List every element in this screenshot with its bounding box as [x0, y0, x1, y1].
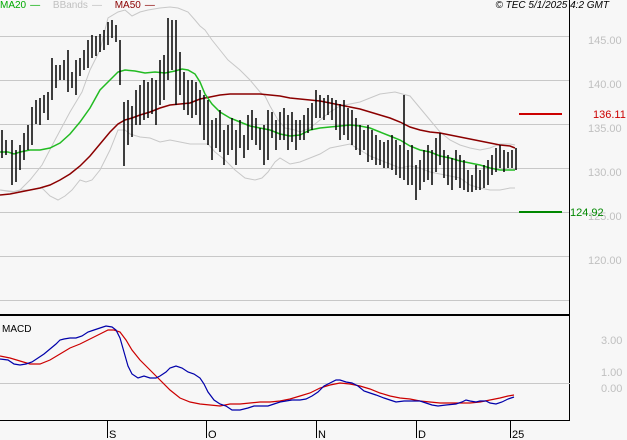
macd-y-label-3: 3.00	[601, 335, 622, 347]
y-label-125: 125.00	[588, 211, 622, 223]
macd-line	[0, 325, 515, 411]
support-label: 124.92	[570, 207, 604, 219]
y-label-135: 135.00	[588, 123, 622, 135]
price-ohlc-bars	[1, 18, 517, 200]
x-label-d: D	[418, 429, 426, 440]
bbands-lower-line	[0, 129, 515, 201]
macd-title: MACD	[2, 324, 31, 335]
legend-ma20: MA20	[0, 0, 27, 11]
x-axis: S O N D 25	[107, 421, 524, 440]
resistance-label: 136.11	[593, 109, 626, 121]
ma20-line	[0, 68, 515, 171]
bbands-upper-line	[0, 6, 516, 193]
legend-bbands: BBands	[52, 0, 88, 11]
ma50-line	[0, 93, 516, 196]
x-label-s: S	[109, 429, 116, 440]
macd-signal-line	[0, 329, 515, 407]
legend-ma50: MA50	[114, 0, 141, 11]
legend-ma20-swatch: —	[30, 0, 41, 11]
y-label-120: 120.00	[588, 255, 622, 267]
y-label-140: 140.00	[588, 79, 622, 91]
legend-bbands-swatch: —	[91, 0, 102, 11]
y-label-130: 130.00	[588, 167, 622, 179]
x-label-25: 25	[512, 429, 524, 440]
x-label-o: O	[208, 429, 217, 440]
legend-ma50-swatch: —	[144, 0, 155, 11]
price-gridlines	[0, 36, 570, 301]
price-axis-labels: 145.00 140.00 135.00 130.00 125.00 120.0…	[588, 35, 622, 267]
y-label-145: 145.00	[588, 35, 622, 47]
copyright-timestamp: © TEC 5/1/2025 4:2 GMT	[495, 0, 609, 11]
x-label-n: N	[318, 429, 326, 440]
macd-y-label-1: 1.00	[601, 367, 622, 379]
chart-legend: MA20— BBands — MA50—	[0, 0, 159, 12]
macd-y-label-0: 0.00	[601, 383, 622, 395]
